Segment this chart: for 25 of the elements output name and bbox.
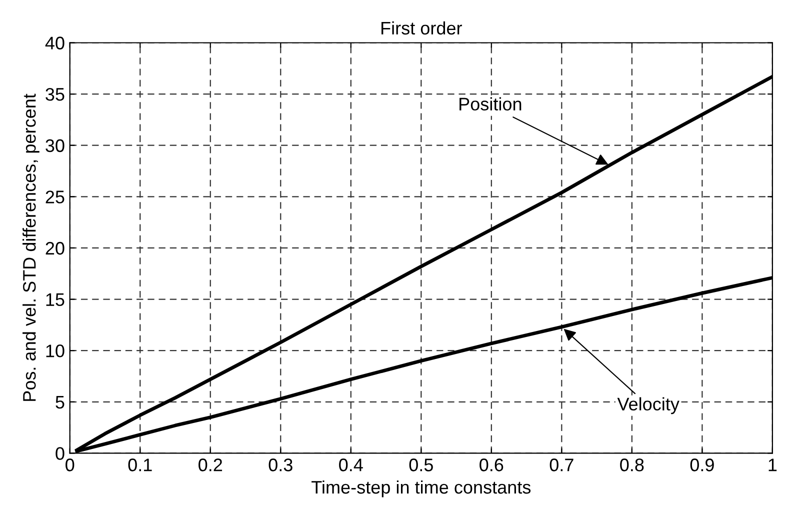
x-tick-label: 0.1 (128, 458, 152, 472)
y-tick-label: 40 (45, 36, 64, 50)
annotation: Position (460, 97, 522, 111)
x-tick-label: 0.2 (198, 458, 222, 472)
x-tick-label: 0.9 (690, 458, 714, 472)
x-tick-label: 0.5 (409, 458, 433, 472)
chart-title: First order (382, 21, 462, 35)
y-tick-label: 35 (46, 88, 64, 101)
y-tick-label: 5 (56, 396, 64, 409)
x-tick-label: 1 (768, 458, 777, 472)
annotation: Velocity (617, 397, 680, 414)
x-tick-label: 0.7 (550, 458, 574, 472)
x-tick-label: 0.6 (480, 458, 504, 472)
y-tick-label: 20 (46, 242, 64, 255)
y-tick-label: 15 (46, 293, 64, 306)
x-tick-label: 0.4 (339, 458, 363, 472)
y-tick-label: 0 (56, 447, 64, 460)
x-tick-label: 0 (66, 458, 74, 472)
x-tick-label: 0.3 (268, 458, 292, 472)
x-tick-label: 0.8 (620, 458, 644, 472)
y-tick-label: 10 (46, 344, 64, 358)
y-tick-label: 25 (46, 190, 64, 204)
y-tick-label: 30 (46, 139, 64, 152)
x-axis-title: Time-step in time constants (312, 480, 531, 498)
y-axis-title: Pos. and vel. STD differences, percent (22, 94, 40, 401)
